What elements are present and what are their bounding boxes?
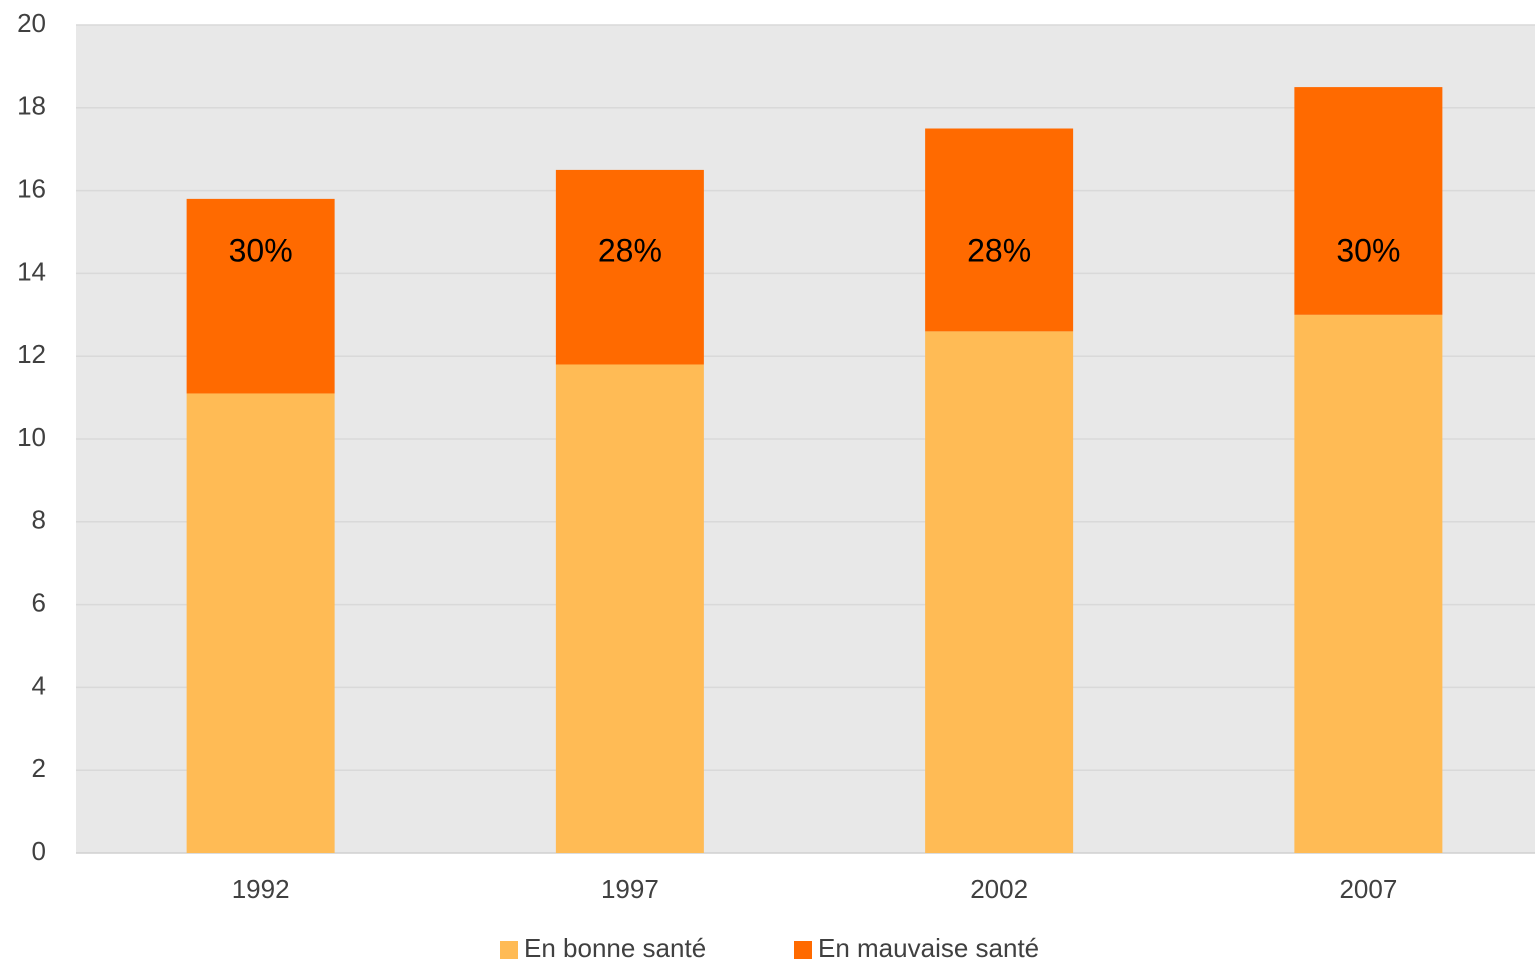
- x-tick-label: 2007: [1339, 874, 1397, 904]
- legend-label: En bonne santé: [524, 933, 706, 963]
- y-tick-label: 2: [32, 753, 46, 783]
- bar-annotation: 28%: [598, 232, 662, 268]
- x-tick-label: 1997: [601, 874, 659, 904]
- x-tick-label: 1992: [232, 874, 290, 904]
- bar-segment: [555, 169, 704, 365]
- y-tick-label: 14: [17, 256, 46, 286]
- y-tick-label: 6: [32, 587, 46, 617]
- bar-segment: [1294, 87, 1443, 315]
- legend-swatch: [500, 941, 518, 959]
- bar-segment: [555, 364, 704, 853]
- bar-segment: [1294, 314, 1443, 853]
- bar-annotation: 28%: [967, 232, 1031, 268]
- y-tick-label: 8: [32, 505, 46, 535]
- y-tick-label: 20: [17, 8, 46, 38]
- x-tick-label: 2002: [970, 874, 1028, 904]
- bar-annotation: 30%: [229, 232, 293, 268]
- y-tick-label: 16: [17, 173, 46, 203]
- y-tick-label: 4: [32, 670, 46, 700]
- bar-segment: [186, 198, 335, 394]
- y-tick-label: 0: [32, 836, 46, 866]
- bar-annotation: 30%: [1336, 232, 1400, 268]
- y-tick-label: 10: [17, 422, 46, 452]
- bar-segment: [925, 128, 1074, 332]
- y-tick-label: 18: [17, 91, 46, 121]
- bar-segment: [186, 393, 335, 853]
- legend-label: En mauvaise santé: [818, 933, 1039, 963]
- legend-swatch: [794, 941, 812, 959]
- bar-segment: [925, 331, 1074, 853]
- y-tick-label: 12: [17, 339, 46, 369]
